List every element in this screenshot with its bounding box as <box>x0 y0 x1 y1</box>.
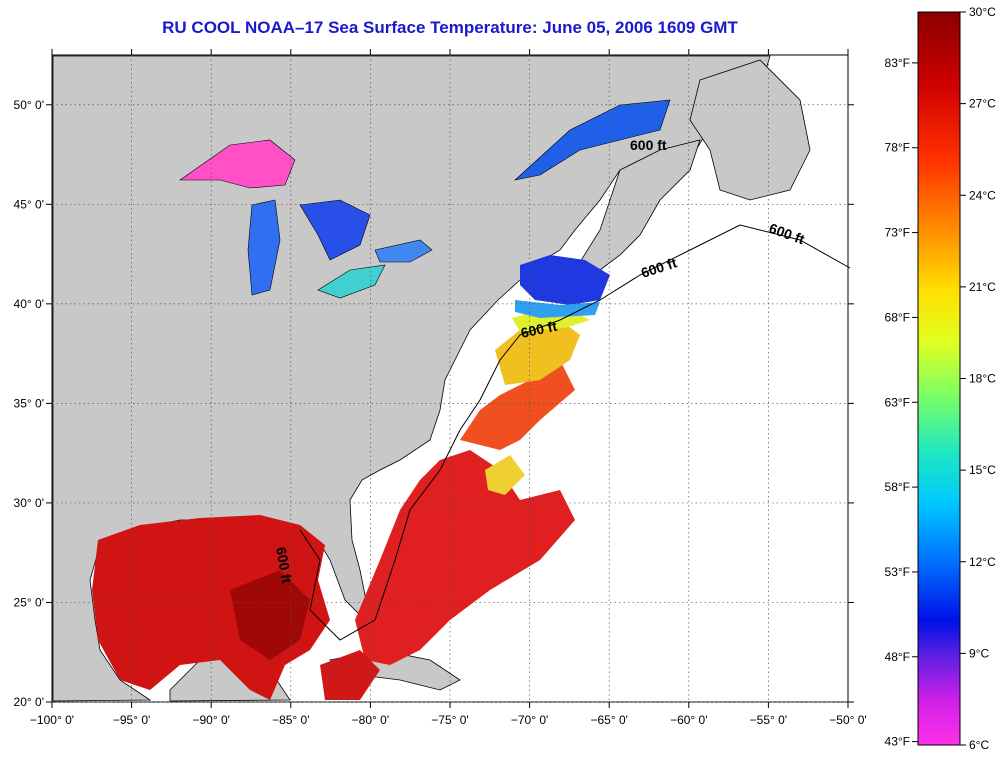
lat-tick-label: 50° 0' <box>14 98 44 112</box>
lat-tick-label: 35° 0' <box>14 396 44 410</box>
lon-tick-label: −65° 0' <box>590 713 627 727</box>
lon-tick-label: −85° 0' <box>272 713 309 727</box>
colorbar-celsius-label: 27°C <box>969 97 996 111</box>
map-title: RU COOL NOAA–17 Sea Surface Temperature:… <box>162 18 738 37</box>
lat-tick-label: 20° 0' <box>14 695 44 709</box>
depth-label-gulf-mexico: 600 ft <box>273 546 295 585</box>
lon-tick-label: −100° 0' <box>30 713 74 727</box>
lon-tick-label: −50° 0' <box>829 713 866 727</box>
lake-huron <box>299 199 371 261</box>
colorbar-fahrenheit-labels: 83°F 78°F 73°F 68°F 63°F 58°F 53°F 48°F 43°F <box>885 56 918 749</box>
colorbar-fahrenheit-label: 83°F <box>885 56 910 70</box>
colorbar-fahrenheit-label: 58°F <box>885 480 910 494</box>
lake-erie <box>317 264 386 299</box>
lat-tick-label: 45° 0' <box>14 197 44 211</box>
georges-bank-cold <box>520 255 610 305</box>
colorbar-fahrenheit-label: 73°F <box>885 226 910 240</box>
lat-tick-label: 40° 0' <box>14 297 44 311</box>
lon-tick-label: −70° 0' <box>511 713 548 727</box>
colorbar-celsius-labels: 30°C 27°C 24°C 21°C 18°C 15°C 12°C 9°C 6°C <box>960 5 996 752</box>
gulf-dark-patch <box>230 570 310 660</box>
lon-tick-label: −80° 0' <box>352 713 389 727</box>
st-lawrence-water <box>513 99 671 181</box>
lake-superior <box>179 139 296 189</box>
colorbar-celsius-label: 6°C <box>969 738 989 752</box>
colorbar-fahrenheit-label: 48°F <box>885 650 910 664</box>
colorbar-celsius-label: 12°C <box>969 555 996 569</box>
colorbar-fahrenheit-label: 68°F <box>885 310 910 324</box>
colorbar-celsius-label: 9°C <box>969 646 989 660</box>
colorbar-fahrenheit-label: 53°F <box>885 565 910 579</box>
sst-layer <box>92 255 610 700</box>
colorbar-fahrenheit-label: 43°F <box>885 735 910 749</box>
newfoundland-land <box>689 59 811 201</box>
gulf-stream-mid <box>460 360 575 450</box>
lake-ontario <box>374 239 433 263</box>
lon-tick-label: −75° 0' <box>431 713 468 727</box>
lat-tick-label: 25° 0' <box>14 595 44 609</box>
colorbar-celsius-label: 21°C <box>969 280 996 294</box>
yellow-warm-core <box>485 455 525 495</box>
colorbar-celsius-label: 15°C <box>969 463 996 477</box>
longitude-axis: −100° 0' −95° 0' −90° 0' −85° 0' −80° 0' −75°… <box>30 49 867 727</box>
latitude-axis: 20° 0' 25° 0' 30° 0' 35° 0' 40° 0' 45° 0' 50° … <box>14 98 854 709</box>
nova-scotia-land <box>579 139 701 271</box>
gulf-maine-edge <box>515 300 600 318</box>
colorbar-fahrenheit-label: 78°F <box>885 141 910 155</box>
colorbar-fahrenheit-label: 63°F <box>885 395 910 409</box>
colorbar <box>917 11 961 746</box>
slope-water-yellow <box>495 320 580 385</box>
gulf-stream-south <box>355 450 575 665</box>
lon-tick-label: −60° 0' <box>670 713 707 727</box>
lake-michigan <box>247 199 281 296</box>
colorbar-celsius-label: 30°C <box>969 5 996 19</box>
great-lakes <box>179 99 671 299</box>
cuba-sst <box>320 650 380 700</box>
colorbar-celsius-label: 18°C <box>969 372 996 386</box>
lat-tick-label: 30° 0' <box>14 496 44 510</box>
depth-label-gulf-st-lawrence: 600 ft <box>630 137 667 153</box>
colorbar-celsius-label: 24°C <box>969 188 996 202</box>
lon-tick-label: −90° 0' <box>192 713 229 727</box>
depth-label-georges: 600 ft <box>519 318 558 341</box>
lon-tick-label: −55° 0' <box>750 713 787 727</box>
lon-tick-label: −95° 0' <box>113 713 150 727</box>
isobath-600ft <box>299 224 851 641</box>
